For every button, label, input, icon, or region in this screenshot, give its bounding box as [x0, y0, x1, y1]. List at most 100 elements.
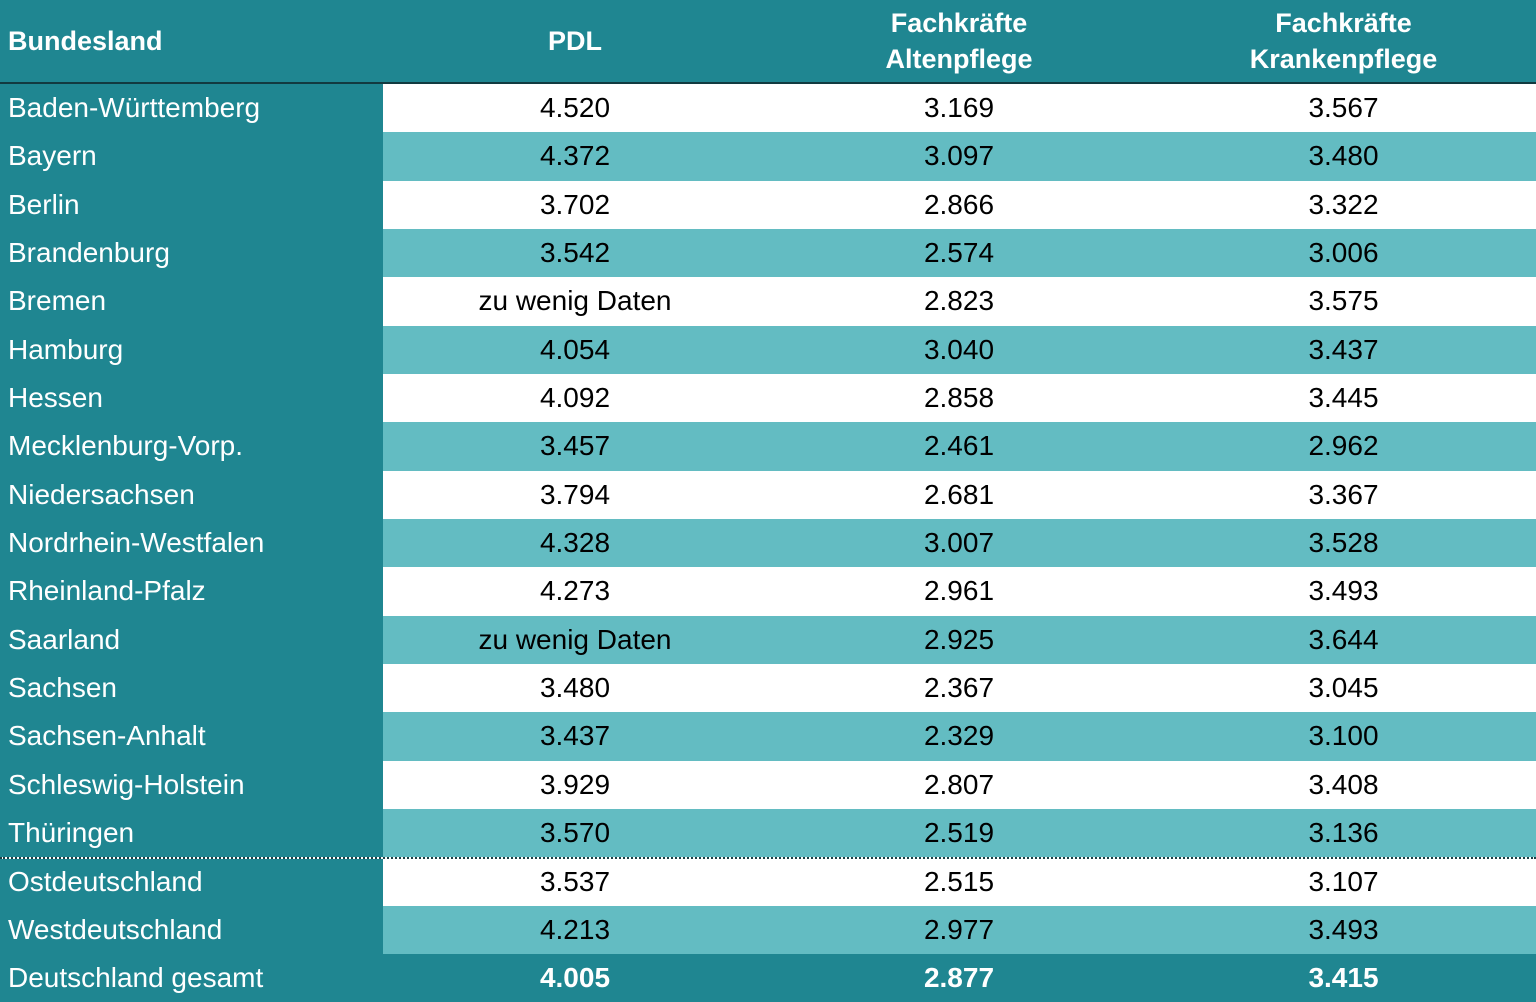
cell-pdl: 3.437: [383, 712, 767, 761]
cell-krankenpflege: 3.136: [1151, 808, 1536, 858]
row-name: Baden-Württemberg: [0, 84, 383, 133]
cell-pdl: 3.457: [383, 422, 767, 471]
row-name: Thüringen: [0, 808, 383, 858]
row-name: Sachsen: [0, 663, 383, 713]
cell-krankenpflege: 3.367: [1151, 470, 1536, 519]
row-name: Hessen: [0, 373, 383, 423]
table-row: Hessen 4.092 2.858 3.445: [0, 373, 1536, 423]
row-name: Bremen: [0, 277, 383, 326]
cell-krankenpflege: 3.408: [1151, 760, 1536, 809]
row-name: Mecklenburg-Vorp.: [0, 422, 383, 471]
table-row: Westdeutschland 4.213 2.977 3.493: [0, 905, 1536, 954]
cell-pdl: 4.273: [383, 567, 767, 616]
cell-pdl: zu wenig Daten: [383, 277, 767, 326]
cell-krankenpflege: 3.480: [1151, 132, 1536, 181]
table-row: Baden-Württemberg 4.520 3.169 3.567: [0, 84, 1536, 133]
header-altenpflege-line2: Altenpflege: [885, 44, 1033, 74]
table-row: Hamburg 4.054 3.040 3.437: [0, 325, 1536, 374]
cell-pdl: 3.702: [383, 180, 767, 229]
cell-altenpflege: 2.515: [767, 859, 1151, 906]
cell-altenpflege: 2.866: [767, 180, 1151, 229]
total-row: Deutschland gesamt 4.005 2.877 3.415: [0, 954, 1536, 1002]
cell-krankenpflege: 3.493: [1151, 905, 1536, 954]
table-row: Brandenburg 3.542 2.574 3.006: [0, 228, 1536, 278]
cell-pdl: 3.537: [383, 859, 767, 906]
cell-pdl: 3.929: [383, 760, 767, 809]
cell-pdl: zu wenig Daten: [383, 615, 767, 664]
total-krankenpflege: 3.415: [1308, 962, 1379, 993]
cell-altenpflege: 2.858: [767, 373, 1151, 423]
cell-pdl: 4.372: [383, 132, 767, 181]
header-pdl-label: PDL: [548, 26, 602, 56]
table-body: Baden-Württemberg 4.520 3.169 3.567 Bayern 4.…: [0, 84, 1536, 954]
row-name: Nordrhein-Westfalen: [0, 518, 383, 568]
cell-altenpflege: 2.461: [767, 422, 1151, 471]
cell-altenpflege: 2.823: [767, 277, 1151, 326]
table-row: Schleswig-Holstein 3.929 2.807 3.408: [0, 760, 1536, 809]
total-name: Deutschland gesamt: [8, 962, 264, 993]
cell-altenpflege: 2.367: [767, 663, 1151, 713]
total-pdl: 4.005: [539, 962, 611, 993]
cell-altenpflege: 3.097: [767, 132, 1151, 181]
row-name: Westdeutschland: [0, 905, 383, 954]
row-name: Bayern: [0, 132, 383, 181]
header-altenpflege-line1: Fachkräfte: [890, 8, 1028, 38]
table-row: Mecklenburg-Vorp. 3.457 2.461 2.962: [0, 422, 1536, 471]
cell-krankenpflege: 3.322: [1151, 180, 1536, 229]
header-krankenpflege-line1: Fachkräfte: [1275, 8, 1412, 38]
table-row: Bremen zu wenig Daten 2.823 3.575: [0, 277, 1536, 326]
cell-krankenpflege: 3.045: [1151, 663, 1536, 713]
cell-altenpflege: 3.169: [767, 84, 1151, 133]
row-name: Berlin: [0, 180, 383, 229]
table-row: Ostdeutschland 3.537 2.515 3.107: [0, 857, 1536, 906]
header-fachkraefte-krankenpflege: Fachkräfte Krankenpflege: [1151, 0, 1536, 82]
row-name: Ostdeutschland: [0, 859, 383, 906]
cell-pdl: 3.570: [383, 808, 767, 858]
cell-krankenpflege: 3.575: [1151, 277, 1536, 326]
cell-pdl: 4.520: [383, 84, 767, 133]
cell-pdl: 3.542: [383, 228, 767, 278]
cell-altenpflege: 2.977: [767, 905, 1151, 954]
cell-krankenpflege: 3.567: [1151, 84, 1536, 133]
cell-krankenpflege: 3.100: [1151, 712, 1536, 761]
row-name: Brandenburg: [0, 228, 383, 278]
row-name: Saarland: [0, 615, 383, 664]
cell-pdl: 3.480: [383, 663, 767, 713]
cell-altenpflege: 2.519: [767, 808, 1151, 858]
row-name: Hamburg: [0, 325, 383, 374]
cell-krankenpflege: 3.445: [1151, 373, 1536, 423]
total-altenpflege: 2.877: [923, 962, 995, 993]
cell-altenpflege: 2.329: [767, 712, 1151, 761]
cell-altenpflege: 3.040: [767, 325, 1151, 374]
cell-pdl: 4.054: [383, 325, 767, 374]
header-fachkraefte-altenpflege: Fachkräfte Altenpflege: [767, 0, 1151, 82]
cell-pdl: 4.092: [383, 373, 767, 423]
header-bundesland-label: Bundesland: [8, 26, 163, 56]
cell-altenpflege: 2.574: [767, 228, 1151, 278]
header-krankenpflege-line2: Krankenpflege: [1249, 44, 1438, 74]
table-row: Nordrhein-Westfalen 4.328 3.007 3.528: [0, 518, 1536, 568]
table-row: Thüringen 3.570 2.519 3.136: [0, 808, 1536, 858]
row-name: Schleswig-Holstein: [0, 760, 383, 809]
row-name: Rheinland-Pfalz: [0, 567, 383, 616]
cell-altenpflege: 2.925: [767, 615, 1151, 664]
cell-krankenpflege: 3.006: [1151, 228, 1536, 278]
table-row: Saarland zu wenig Daten 2.925 3.644: [0, 615, 1536, 664]
cell-altenpflege: 2.681: [767, 470, 1151, 519]
table-row: Rheinland-Pfalz 4.273 2.961 3.493: [0, 567, 1536, 616]
cell-pdl: 4.328: [383, 518, 767, 568]
table-header: Bundesland PDL Fachkräfte Altenpflege Fa…: [0, 0, 1536, 84]
row-name: Sachsen-Anhalt: [0, 712, 383, 761]
cell-altenpflege: 2.961: [767, 567, 1151, 616]
cell-krankenpflege: 3.437: [1151, 325, 1536, 374]
cell-pdl: 4.213: [383, 905, 767, 954]
cell-krankenpflege: 3.493: [1151, 567, 1536, 616]
table-row: Sachsen 3.480 2.367 3.045: [0, 663, 1536, 713]
cell-krankenpflege: 3.528: [1151, 518, 1536, 568]
table-row: Bayern 4.372 3.097 3.480: [0, 132, 1536, 181]
cell-pdl: 3.794: [383, 470, 767, 519]
row-name: Niedersachsen: [0, 470, 383, 519]
cell-krankenpflege: 3.107: [1151, 859, 1536, 906]
cell-altenpflege: 2.807: [767, 760, 1151, 809]
